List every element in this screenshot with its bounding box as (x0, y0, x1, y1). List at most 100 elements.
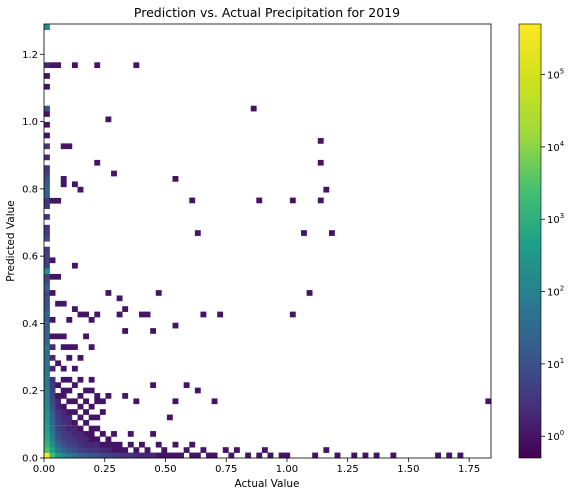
heatmap-cell (211, 452, 218, 459)
heatmap-cell (94, 159, 101, 166)
heatmap-cell (44, 132, 50, 139)
heatmap-cell (55, 273, 62, 280)
heatmap-cell (44, 436, 50, 443)
heatmap-cell (44, 230, 50, 237)
heatmap-cell (44, 425, 50, 432)
heatmap-cell (44, 338, 50, 345)
heatmap-cell (71, 431, 78, 437)
heatmap-cell (44, 203, 50, 210)
heatmap-cell (250, 105, 257, 112)
heatmap-cell (49, 393, 56, 399)
heatmap-cell (55, 447, 62, 453)
heatmap-cell (133, 452, 140, 459)
heatmap-cell (77, 376, 84, 383)
heatmap-cell (49, 431, 56, 437)
colorbar-ticks: 100 101 102 103 104 105 (541, 68, 565, 443)
heatmap-cell (60, 436, 67, 443)
colorbar-tick-label: 105 (547, 68, 564, 82)
heatmap-cell (144, 452, 151, 459)
heatmap-cell (60, 452, 67, 459)
heatmap-cell (83, 387, 89, 394)
heatmap-cell (111, 447, 117, 453)
heatmap-cell (71, 62, 78, 69)
heatmap-cell (88, 376, 95, 383)
heatmap-cell (99, 441, 106, 448)
heatmap-cell (66, 441, 73, 448)
heatmap-cell (88, 425, 95, 432)
heatmap-cell (55, 425, 62, 432)
heatmap-cell (99, 409, 106, 415)
heatmap-cell (88, 403, 95, 410)
heatmap-cell (373, 452, 380, 459)
heatmap-cell (317, 197, 324, 204)
heatmap-cell (200, 311, 207, 318)
heatmap-cell (49, 452, 56, 459)
plot-frame (43, 23, 492, 459)
heatmap-cell (44, 214, 50, 220)
heatmap-cell (284, 452, 291, 459)
heatmap-cell (122, 452, 129, 459)
heatmap-cell (49, 344, 56, 350)
y-tick-label: 0.8 (22, 184, 38, 195)
heatmap-cell (94, 398, 101, 405)
heatmap-cell (44, 176, 50, 182)
heatmap-cell (44, 409, 50, 415)
heatmap-cell (71, 382, 78, 388)
heatmap-cell (49, 290, 56, 296)
heatmap-cell (49, 197, 56, 204)
heatmap-cell (44, 105, 50, 112)
heatmap-cell (122, 393, 129, 399)
heatmap-cell (49, 409, 56, 415)
heatmap-cell (66, 398, 73, 405)
heatmap-cell (150, 452, 157, 459)
heatmap-cell (44, 387, 50, 394)
heatmap-cell (44, 257, 50, 264)
heatmap-cell (138, 311, 145, 318)
heatmap-cell (60, 447, 67, 453)
heatmap-cell (44, 365, 50, 372)
heatmap-cell (44, 73, 50, 79)
y-axis-label: Predicted Value (5, 200, 17, 281)
heatmap-cell (55, 62, 62, 69)
heatmap-cell (83, 441, 89, 448)
heatmap-cell (49, 317, 56, 323)
heatmap-cell (55, 409, 62, 415)
heatmap-cell (161, 452, 168, 459)
heatmap-cell (116, 447, 123, 453)
heatmap-cell (44, 246, 50, 253)
x-axis-label: Actual Value (234, 478, 299, 490)
heatmap-cell (189, 452, 196, 459)
heatmap-cell (66, 425, 73, 432)
heatmap-cell (55, 333, 62, 340)
x-tick-label: 1.50 (397, 464, 419, 475)
heatmap-cell (317, 138, 324, 144)
heatmap-cell (83, 431, 89, 437)
heatmap-cell (60, 365, 67, 372)
heatmap-cell (172, 398, 179, 405)
heatmap-cell (289, 311, 296, 318)
x-tick-label: 1.25 (337, 464, 359, 475)
heatmap-cell (60, 181, 67, 188)
x-tick-label: 0.75 (215, 464, 237, 475)
heatmap-cell (83, 436, 89, 443)
heatmap-cell (485, 398, 492, 405)
heatmap-cell (71, 344, 78, 350)
heatmap-cell (105, 290, 112, 296)
heatmap-cell (105, 436, 112, 443)
heatmap-cell (144, 447, 151, 453)
x-axis-ticks: 0.00 0.25 0.50 0.75 1.00 1.25 1.50 1.75 (33, 458, 480, 475)
heatmap-cell (49, 273, 56, 280)
heatmap-cell (49, 414, 56, 421)
heatmap-cell (312, 452, 319, 459)
heatmap-cell (194, 452, 201, 459)
heatmap-cell (133, 398, 140, 405)
heatmap-cell (44, 447, 50, 453)
heatmap-cell (217, 311, 224, 318)
heatmap-cell (94, 436, 101, 443)
heatmap-cell (44, 186, 50, 193)
heatmap-cell (55, 452, 62, 459)
heatmap-cell (150, 328, 157, 334)
y-tick-label: 0.4 (22, 319, 38, 330)
heatmap-cell (49, 403, 56, 410)
